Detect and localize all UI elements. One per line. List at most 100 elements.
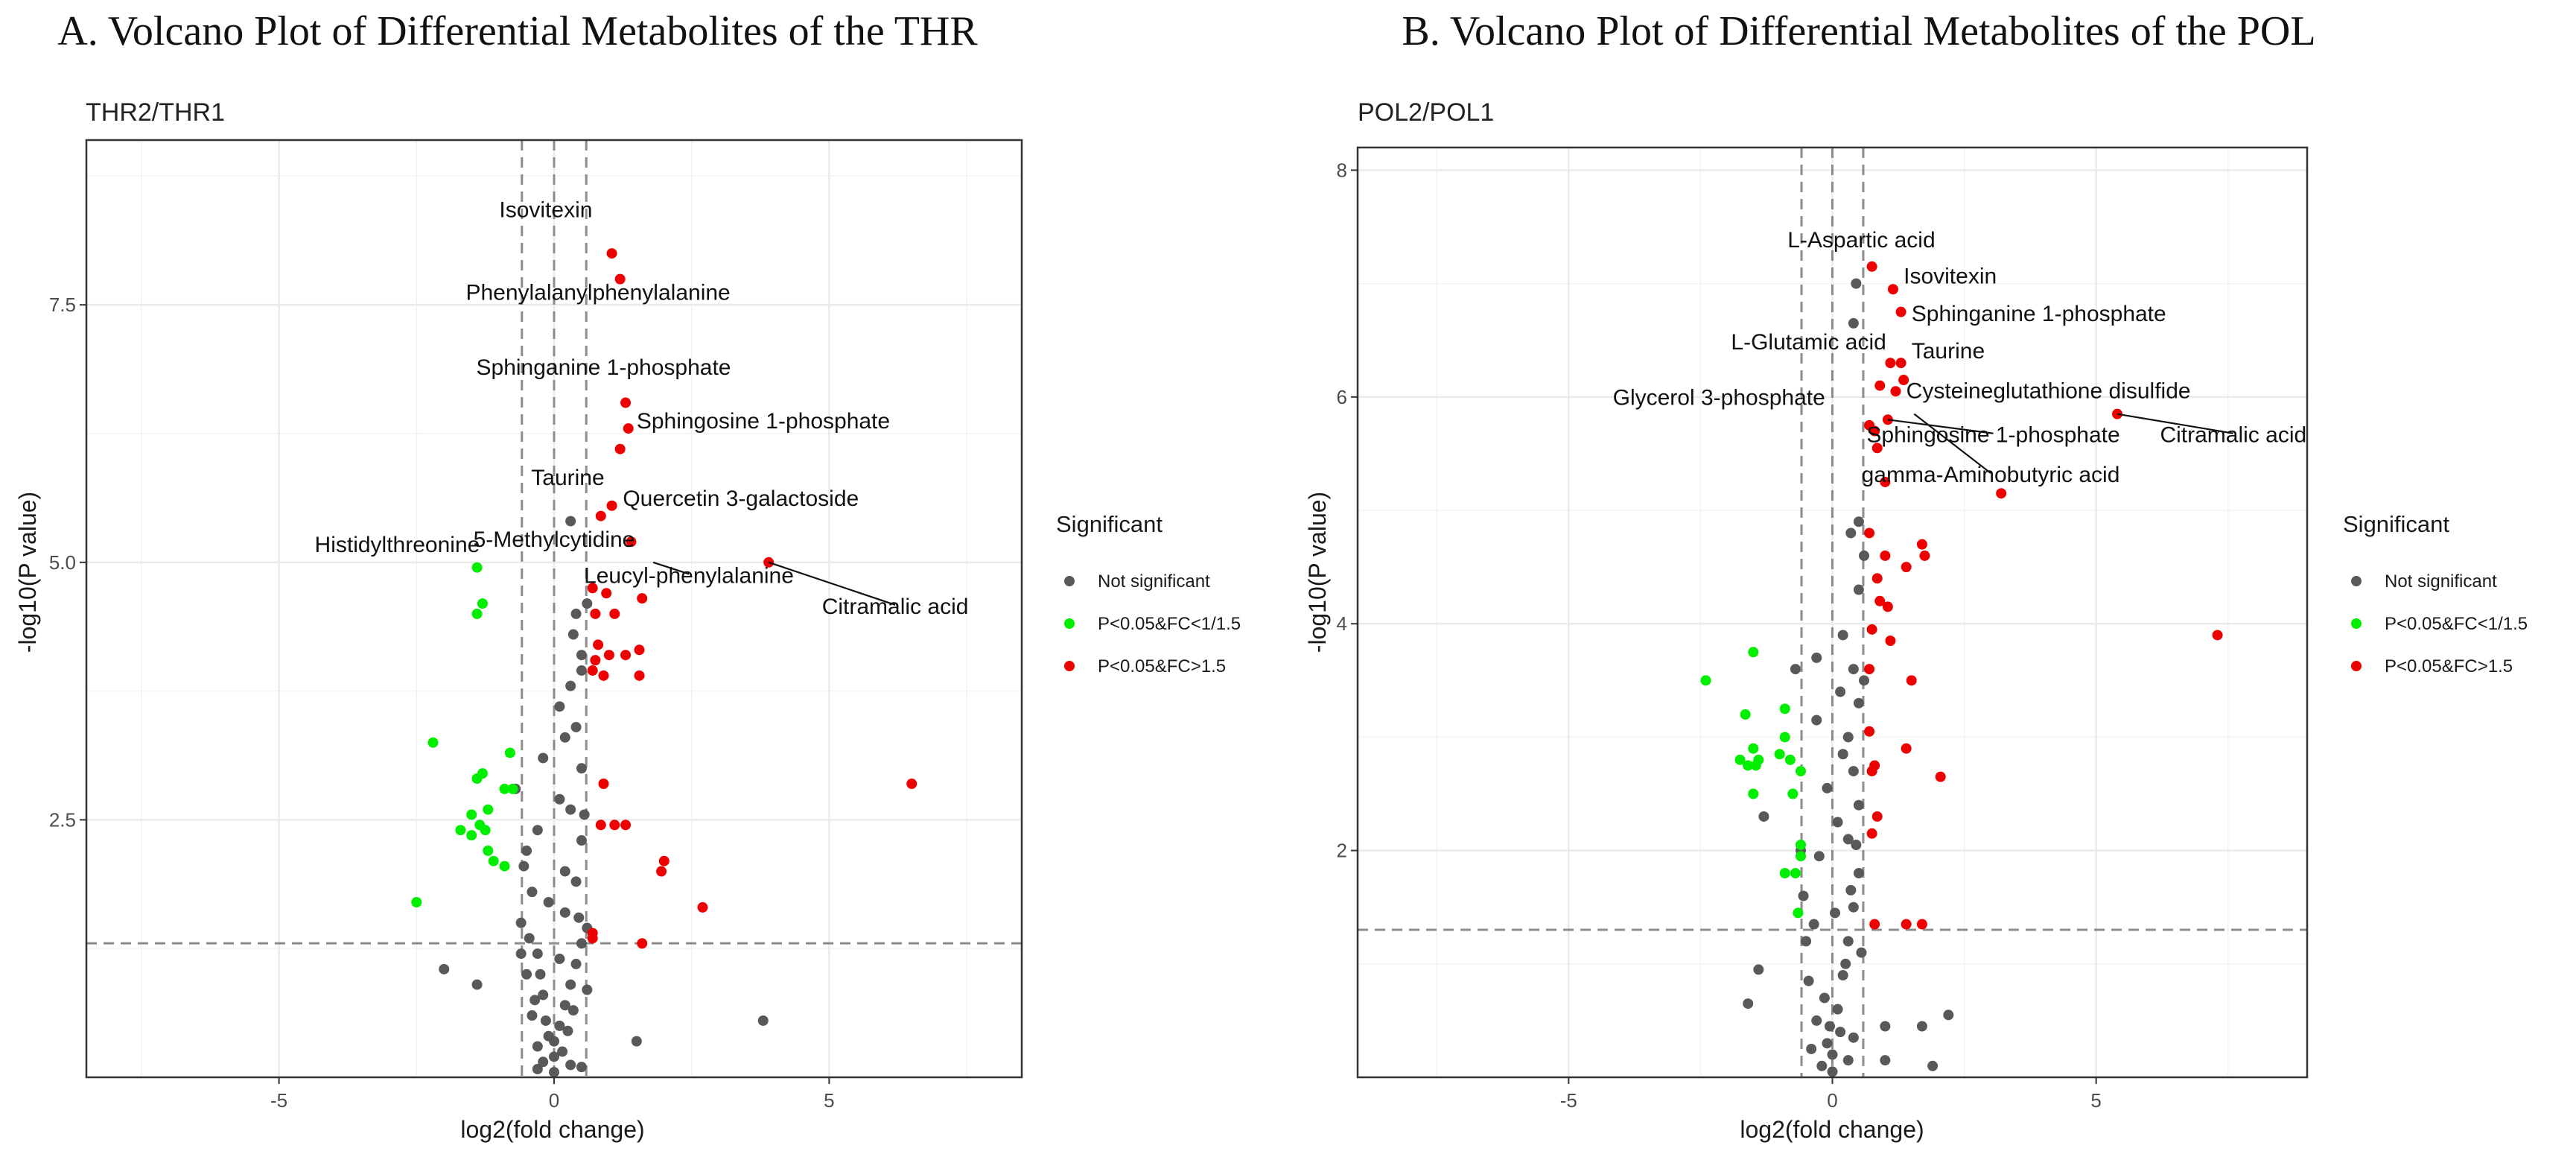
panel-b-point-up	[1996, 488, 2007, 499]
panel-a-point-ns	[538, 752, 549, 764]
panel-a-point-ns	[567, 629, 579, 640]
panel-a-point-down	[483, 804, 494, 815]
panel-b-plot-area: L-Aspartic acid Isovitexin Sphinganine 1-p…	[1358, 148, 2307, 1077]
panel-a-point-ns	[565, 680, 576, 691]
panel-a-point-ns	[557, 1046, 568, 1057]
panel-a-point-ns	[579, 809, 590, 820]
panel-b-title: B. Volcano Plot of Differential Metaboli…	[1402, 8, 2315, 54]
panel-b-point-ns	[1824, 1021, 1835, 1032]
panel-a-point-down	[455, 825, 466, 836]
panel-b-annotation-leader	[2117, 413, 2234, 434]
panel-a-point-up	[606, 248, 617, 259]
panel-a-y-tick-label: 5.0	[49, 551, 76, 574]
panel-a-point-up	[609, 820, 620, 831]
panel-b-point-up	[1880, 550, 1891, 561]
panel-b-point-down	[1787, 788, 1799, 799]
panel-a-point-ns	[562, 1025, 573, 1036]
panel-a-point-ns	[524, 933, 535, 944]
panel-a-annotation-label: Leucyl-phenylalanine	[584, 563, 794, 588]
panel-a-point-ns	[576, 665, 587, 676]
panel-b-point-down	[1750, 760, 1761, 771]
panel-b-point-up	[1885, 358, 1896, 369]
panel-b-volcano-pol: B. Volcano Plot of Differential Metaboli…	[1304, 8, 2528, 1143]
panel-a-point-down	[499, 861, 510, 872]
panel-b-legend-label-down: P<0.05&FC<1/1.5	[2385, 614, 2528, 634]
panel-b-point-up	[1890, 386, 1901, 397]
panel-b-point-up	[1866, 261, 1877, 272]
panel-a-point-ns	[570, 958, 582, 969]
panel-a-point-ns	[515, 948, 527, 960]
panel-b-point-ns	[1848, 901, 1859, 913]
panel-a-point-ns	[565, 1059, 576, 1071]
panel-b-point-ns	[1743, 998, 1754, 1010]
panel-b-legend-label-up: P<0.05&FC>1.5	[2385, 656, 2513, 676]
panel-b-point-up	[1874, 595, 1886, 606]
panel-a-point-up	[634, 644, 645, 656]
panel-b-point-ns	[1753, 964, 1764, 975]
panel-b-annotation-label: Glycerol 3-phosphate	[1613, 385, 1825, 410]
panel-a-point-ns	[471, 979, 483, 990]
panel-b-point-down	[1743, 760, 1754, 771]
panel-a-point-ns	[573, 912, 585, 923]
panel-a-point-up	[598, 779, 609, 790]
panel-b-point-up	[1887, 284, 1898, 295]
panel-a-point-up	[603, 650, 614, 661]
panel-b-point-ns	[1880, 1021, 1891, 1032]
panel-a-point-down	[466, 809, 477, 820]
panel-a-point-up	[590, 608, 601, 619]
panel-a-point-up	[609, 608, 620, 619]
panel-b-annotation-label: L-Aspartic acid	[1787, 228, 1935, 253]
panel-a-point-ns	[631, 1036, 642, 1047]
panel-b-point-ns	[1790, 664, 1801, 675]
panel-a-point-up	[658, 855, 670, 866]
panel-b-legend-label-ns: Not significant	[2385, 571, 2497, 592]
panel-b-point-ns	[1851, 278, 1862, 289]
panel-a-point-down	[466, 830, 477, 841]
panel-a-point-ns	[570, 608, 582, 619]
panel-a-annotation-label: Phenylalanylphenylalanine	[465, 280, 730, 305]
panel-a-point-ns	[529, 995, 541, 1006]
panel-a-point-up	[587, 933, 598, 944]
panel-a-point-up	[637, 593, 648, 604]
panel-b-point-up	[1885, 636, 1896, 647]
panel-b-point-up	[1866, 766, 1877, 777]
panel-a-point-up	[634, 670, 645, 681]
panel-a-point-ns	[565, 804, 576, 815]
panel-b-annotation-label: Taurine	[1912, 339, 1985, 364]
panel-b-point-up	[2212, 630, 2223, 641]
panel-a-point-down	[488, 855, 499, 866]
panel-a-series-up	[587, 248, 917, 949]
panel-b-point-down	[1779, 732, 1790, 743]
panel-b-point-ns	[1859, 675, 1869, 686]
panel-b-plot-border	[1356, 146, 2309, 1079]
panel-b-point-ns	[1827, 1049, 1838, 1060]
panel-b-series-up	[1864, 261, 2223, 930]
panel-b-point-down	[1700, 675, 1711, 686]
panel-b-point-down	[1748, 743, 1759, 754]
panel-b-x-axis-label: log2(fold change)	[1740, 1116, 1924, 1143]
panel-a-point-ns	[549, 1036, 559, 1047]
panel-a-point-up	[623, 423, 634, 434]
panel-b-point-up	[1895, 306, 1906, 317]
panel-b-point-ns	[1842, 1055, 1854, 1066]
panel-b-point-up	[1864, 726, 1875, 737]
panel-b-legend-key-ns	[2351, 576, 2362, 586]
panel-a-point-up	[593, 639, 604, 650]
panel-a-point-ns	[521, 969, 532, 980]
panel-b-point-ns	[1837, 970, 1848, 981]
panel-b-point-ns	[1842, 732, 1854, 743]
panel-a-point-ns	[565, 516, 576, 527]
panel-a-point-ns	[439, 963, 450, 974]
panel-b-point-ns	[1880, 1055, 1891, 1066]
panel-a-legend-key-up	[1064, 661, 1075, 671]
panel-b-point-ns	[1853, 697, 1864, 709]
panel-b-point-ns	[1859, 550, 1869, 561]
panel-a-point-ns	[576, 835, 587, 846]
panel-a-point-ns	[570, 721, 582, 732]
panel-a-point-up	[637, 938, 648, 949]
panel-b-point-up	[1871, 811, 1883, 822]
panel-a-annotation-label: Sphingosine 1-phosphate	[637, 409, 890, 434]
panel-a-point-ns	[549, 1051, 559, 1062]
panel-b-point-up	[1869, 425, 1880, 437]
